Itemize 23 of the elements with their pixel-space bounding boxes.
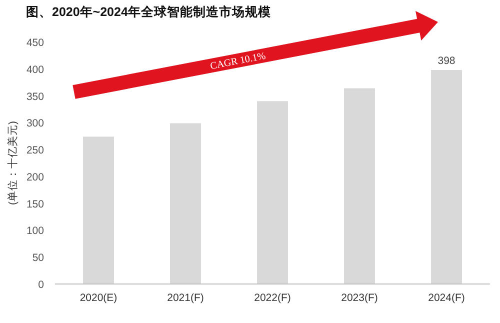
y-tick-label: 100 — [26, 225, 44, 238]
x-tick-label: 2021(F) — [167, 292, 204, 304]
annotation: CAGR 10.1% — [209, 50, 267, 72]
y-tick-label: 50 — [32, 252, 44, 264]
y-axis-title: (单位：十亿美元) — [6, 121, 19, 205]
data-label: 398 — [438, 54, 456, 67]
y-tick-label: 0 — [38, 279, 44, 291]
y-tick-label: 450 — [26, 37, 44, 49]
bar — [83, 136, 114, 284]
y-tick-label: 250 — [26, 144, 44, 157]
y-tick-label: 400 — [26, 64, 44, 76]
y-tick-label: 300 — [26, 118, 44, 130]
y-tick-label: 200 — [26, 171, 44, 184]
x-tick-label: 2023(F) — [341, 292, 378, 304]
bar — [344, 88, 375, 284]
x-tick-label: 2024(F) — [428, 292, 465, 304]
bar — [170, 123, 201, 284]
bar — [257, 101, 288, 284]
y-tick-label: 350 — [26, 90, 44, 103]
x-tick-label: 2022(F) — [254, 292, 291, 304]
x-tick-label: 2020(E) — [80, 292, 118, 304]
bar — [431, 70, 462, 284]
y-tick-label: 150 — [26, 198, 44, 210]
